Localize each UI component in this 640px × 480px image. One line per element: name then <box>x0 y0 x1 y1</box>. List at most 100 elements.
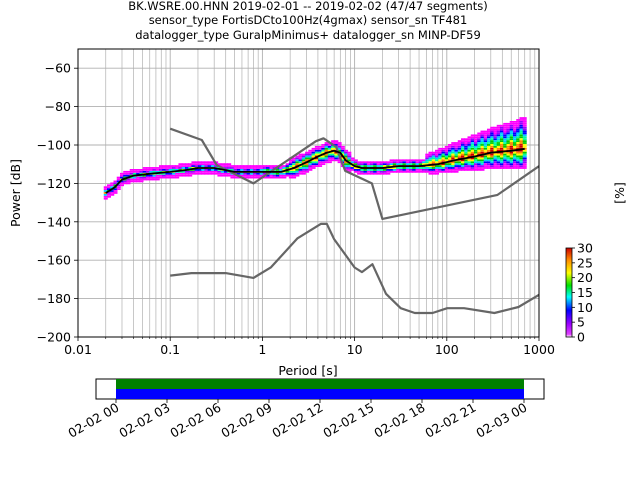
heatmap-cell <box>350 157 355 160</box>
heatmap-cell <box>334 159 339 162</box>
heatmap-cell <box>373 172 378 175</box>
heatmap-cell <box>441 165 446 167</box>
heatmap-cell <box>318 149 323 152</box>
heatmap-cell <box>275 172 280 175</box>
heatmap-cell <box>486 157 491 160</box>
heatmap-cell <box>357 169 362 171</box>
heatmap-cell <box>422 169 427 171</box>
heatmap-cell <box>441 159 446 162</box>
x-tick-label: 1000 <box>523 342 555 357</box>
heatmap-cell <box>305 159 310 162</box>
timeline-tick-label: 02-02 09 <box>218 400 274 441</box>
heatmap-cell <box>512 147 517 150</box>
heatmap-cell <box>503 140 508 142</box>
heatmap-cell <box>129 178 134 181</box>
heatmap-cell <box>113 190 118 192</box>
heatmap-cell <box>483 151 488 154</box>
heatmap-cell <box>506 122 511 125</box>
heatmap-cell <box>165 165 170 167</box>
colorbar-tick-label: 30 <box>577 241 593 256</box>
heatmap-cell <box>142 167 147 169</box>
heatmap-cell <box>480 145 485 148</box>
heatmap-cell <box>503 147 508 150</box>
heatmap-cell <box>418 159 423 162</box>
heatmap-cell <box>418 167 423 169</box>
heatmap-cell <box>457 167 462 169</box>
heatmap-cell <box>483 159 488 162</box>
heatmap-cell <box>516 132 521 135</box>
heatmap-cell <box>110 186 115 189</box>
heatmap-cell <box>486 149 491 152</box>
heatmap-cell <box>363 170 368 173</box>
heatmap-cell <box>168 167 173 169</box>
heatmap-cell <box>217 167 222 169</box>
colorbar <box>565 247 573 338</box>
heatmap-cell <box>191 161 196 164</box>
heatmap-cell <box>499 124 504 127</box>
heatmap-cell <box>516 167 521 169</box>
heatmap-cell <box>223 163 228 166</box>
heatmap-cell <box>152 176 157 179</box>
heatmap-cell <box>509 134 514 137</box>
heatmap-cell <box>366 172 371 175</box>
heatmap-cell <box>509 126 514 129</box>
y-axis-label: Power [dB] <box>8 159 23 227</box>
heatmap-cell <box>467 144 472 146</box>
heatmap-cell <box>344 153 349 156</box>
heatmap-cell <box>503 138 508 141</box>
heatmap-cell <box>415 163 420 166</box>
heatmap-cell <box>506 167 511 169</box>
heatmap-cell <box>240 174 245 177</box>
heatmap-cell <box>503 124 508 127</box>
heatmap-cell <box>272 174 277 177</box>
heatmap-cell <box>334 140 339 142</box>
heatmap-cell <box>506 155 511 158</box>
heatmap-cell <box>448 144 453 146</box>
heatmap-cell <box>431 161 436 164</box>
heatmap-cell <box>210 172 215 175</box>
heatmap-cell <box>506 144 511 146</box>
heatmap-cell <box>132 176 137 179</box>
heatmap-cell <box>370 172 375 175</box>
heatmap-cell <box>207 170 212 173</box>
heatmap-cell <box>181 165 186 167</box>
heatmap-cell <box>168 176 173 179</box>
heatmap-cell <box>275 169 280 171</box>
heatmap-cell <box>129 169 134 171</box>
heatmap-cell <box>441 149 446 152</box>
heatmap-cell <box>113 188 118 190</box>
heatmap-cell <box>405 159 410 162</box>
heatmap-cell <box>454 170 459 173</box>
heatmap-cell <box>415 170 420 173</box>
heatmap-cell <box>360 170 365 173</box>
heatmap-cell <box>448 145 453 148</box>
timeline-tick-label: 02-02 03 <box>116 400 172 441</box>
heatmap-cell <box>191 165 196 167</box>
heatmap-cell <box>486 167 491 169</box>
heatmap-cell <box>370 170 375 173</box>
heatmap-cell <box>337 145 342 148</box>
heatmap-cell <box>288 167 293 169</box>
heatmap-cell <box>512 121 517 123</box>
heatmap-cell <box>499 136 504 139</box>
heatmap-cell <box>444 153 449 156</box>
heatmap-cell <box>496 142 501 144</box>
heatmap-cell <box>444 157 449 160</box>
heatmap-cell <box>207 161 212 164</box>
heatmap-cell <box>509 153 514 156</box>
heatmap-cell <box>279 169 284 171</box>
heatmap-cell <box>246 174 251 177</box>
heatmap-cell <box>483 134 488 137</box>
heatmap-cell <box>168 174 173 177</box>
heatmap-cell <box>509 163 514 166</box>
heatmap-cell <box>425 157 430 160</box>
heatmap-cell <box>396 169 401 171</box>
heatmap-cell <box>103 190 108 192</box>
heatmap-cell <box>392 163 397 166</box>
heatmap-cell <box>357 165 362 167</box>
heatmap-cell <box>331 145 336 148</box>
heatmap-cell <box>503 161 508 164</box>
heatmap-cell <box>496 124 501 127</box>
heatmap-cell <box>474 159 479 162</box>
heatmap-cell <box>506 163 511 166</box>
